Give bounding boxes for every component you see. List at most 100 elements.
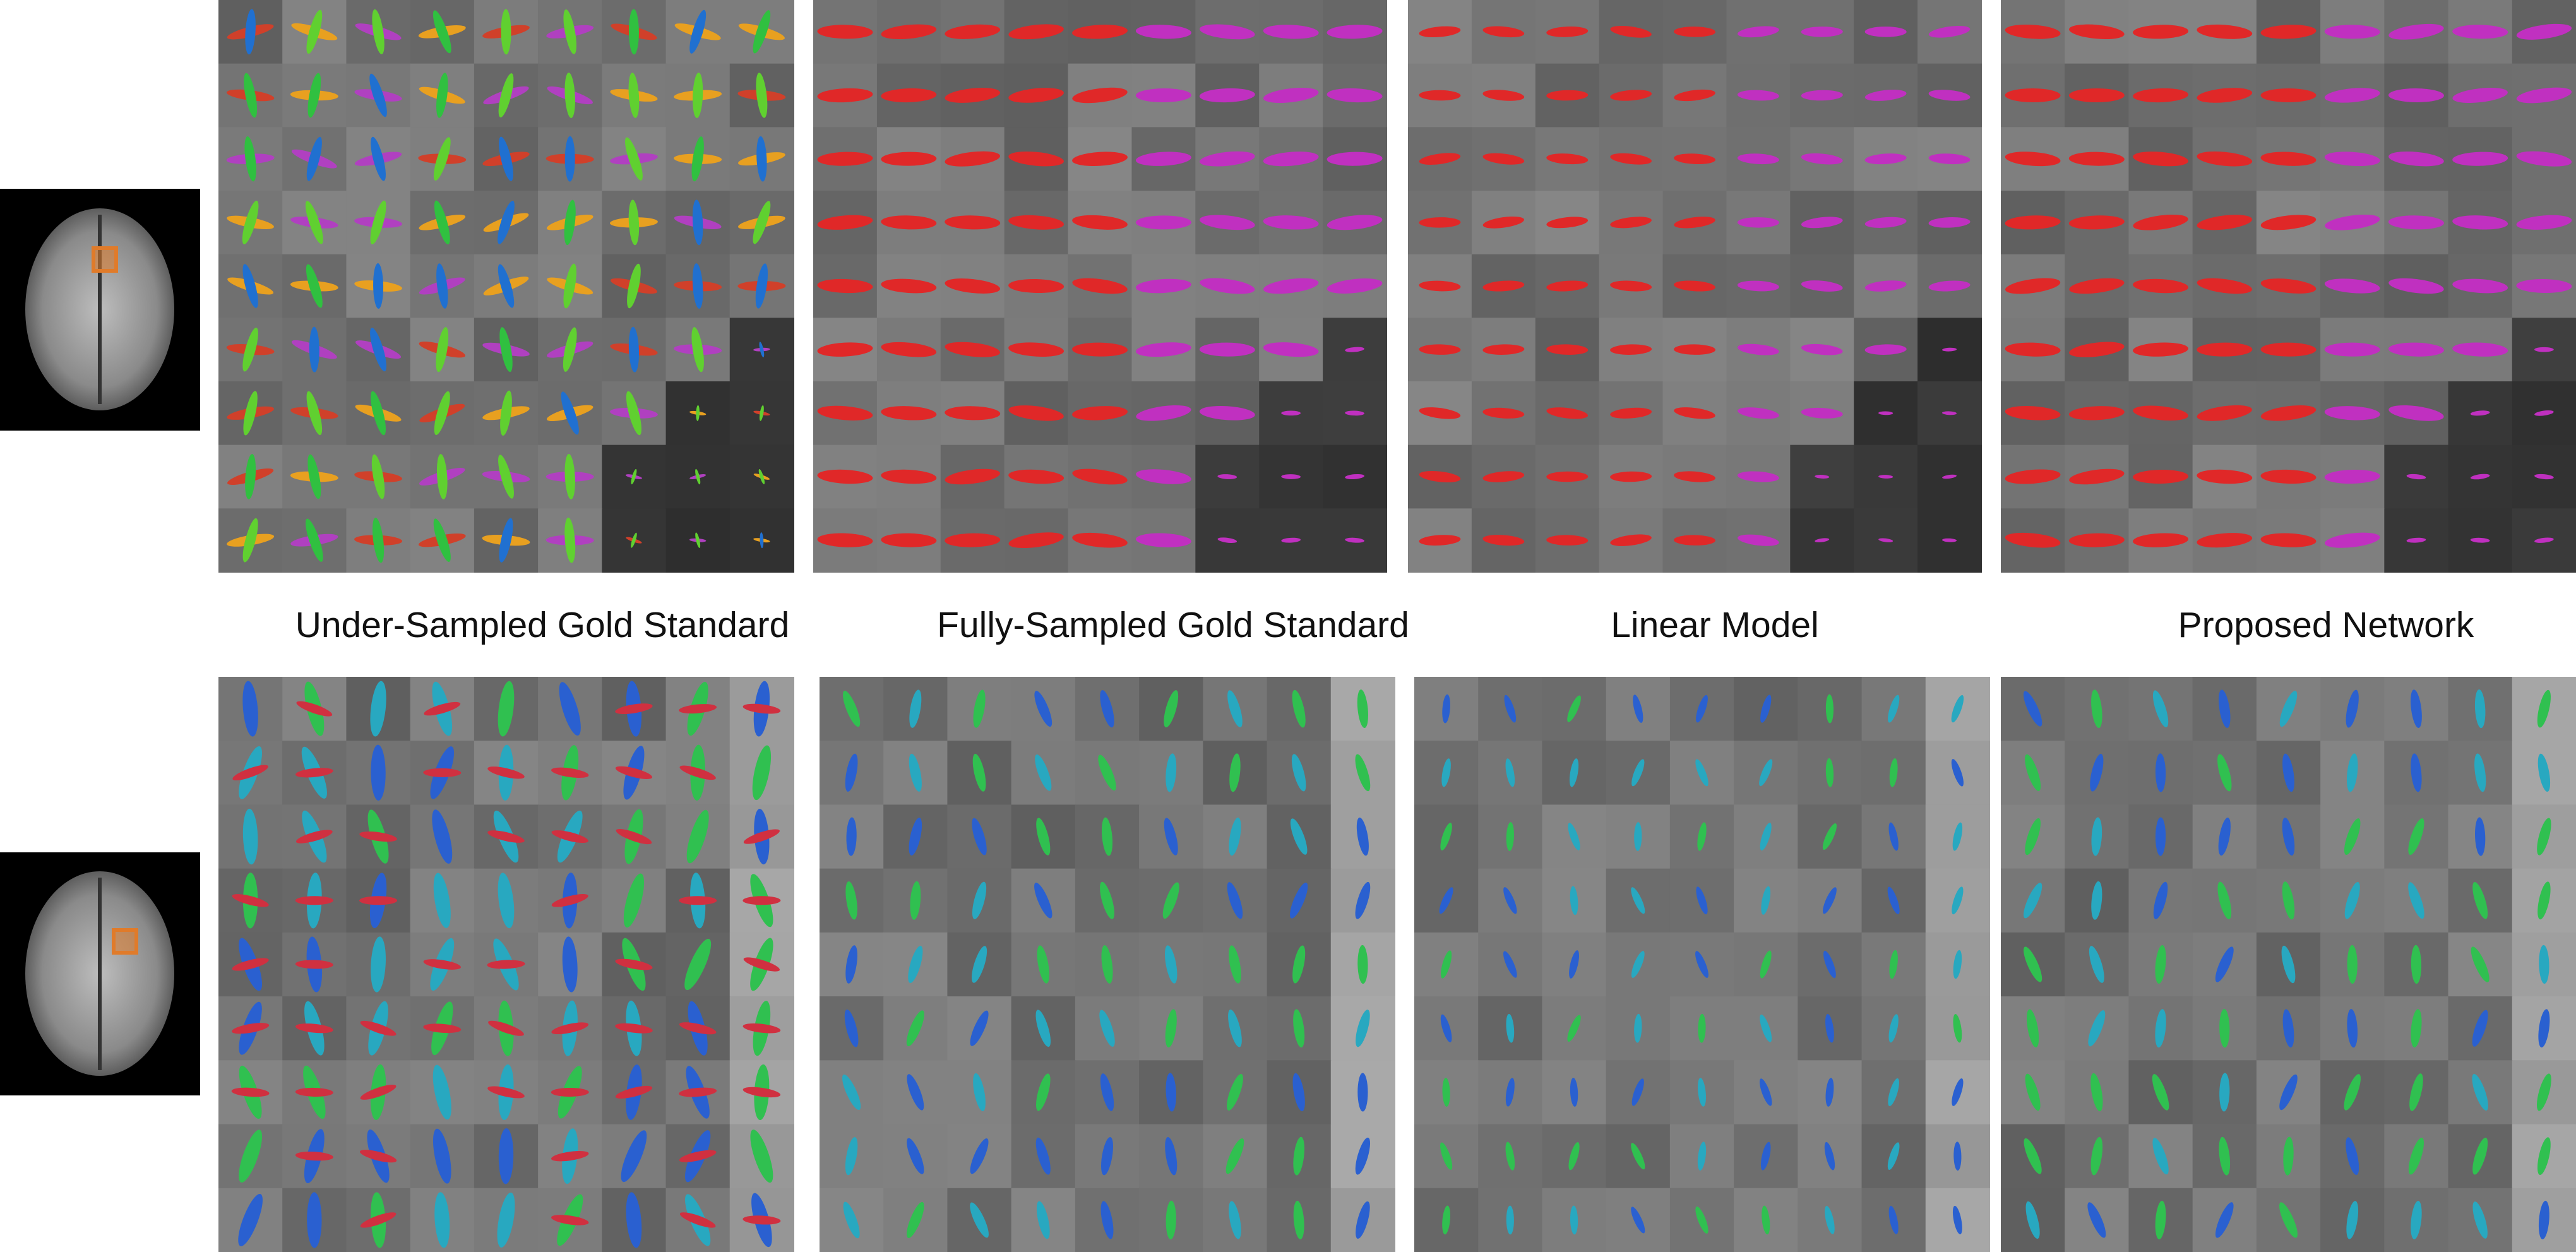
fod-lobe: [1263, 87, 1319, 104]
fod-lobe: [2069, 468, 2125, 485]
fod-lobe: [1546, 217, 1589, 229]
fod-lobe: [817, 533, 873, 547]
fod-lobe: [2472, 1137, 2488, 1175]
fod-lobe: [842, 691, 861, 727]
fod-lobe: [817, 88, 873, 103]
fod-lobe: [742, 1215, 781, 1225]
fod-lobe: [2408, 1137, 2424, 1175]
fod-lobe: [1442, 1078, 1450, 1107]
fod-lobe: [631, 532, 637, 548]
fod-lobe: [1825, 694, 1834, 724]
fod-lobe: [1878, 538, 1893, 542]
fod-lobe: [2005, 532, 2061, 548]
fod-lobe: [817, 278, 873, 294]
fod-lobe: [1887, 886, 1900, 915]
fod-lobe: [1761, 886, 1771, 915]
fod-lobe: [1008, 532, 1064, 549]
fod-lobe: [1229, 945, 1241, 984]
fod-lobe: [2005, 24, 2061, 39]
fod-lobe: [2324, 469, 2380, 484]
fod-lobe: [1356, 817, 1369, 856]
fod-lobe: [1568, 823, 1580, 850]
fod-lobe: [1698, 1013, 1706, 1043]
fod-lobe: [1759, 1078, 1772, 1106]
fod-lobe: [1951, 759, 1964, 787]
column-label: Proposed Network: [2178, 605, 2474, 645]
fod-lobe: [373, 263, 384, 309]
fod-lobe: [1482, 407, 1525, 419]
fod-lobe: [2218, 817, 2231, 856]
fod-lobe: [1098, 754, 1116, 791]
fod-lobe: [305, 518, 323, 562]
fod-lobe: [973, 689, 986, 728]
fod-lobe: [907, 1138, 924, 1174]
fod-lobe: [1200, 151, 1255, 167]
fod-lobe: [1953, 1014, 1962, 1043]
fod-lobe: [1610, 344, 1652, 355]
fod-lobe: [2388, 405, 2444, 421]
fod-lobe: [1355, 881, 1371, 919]
fod-lobe: [1228, 1009, 1242, 1047]
fod-lobe: [1263, 342, 1319, 357]
fod-lobe: [759, 342, 765, 357]
fod-lobe: [2452, 88, 2508, 103]
fod-lobe: [2091, 817, 2102, 856]
fod-lobe: [1162, 882, 1179, 919]
fod-lobe: [1887, 1142, 1900, 1170]
fod-lobe: [1135, 25, 1191, 39]
fod-lobe: [1610, 471, 1652, 482]
fod-lobe: [2155, 817, 2166, 856]
fod-lobe: [232, 958, 269, 971]
fod-lobe: [684, 938, 712, 991]
fod-lobe: [2219, 1073, 2230, 1112]
fod-lobe: [1760, 823, 1772, 851]
fod-lobe: [1227, 882, 1243, 919]
fod-lobe: [1674, 153, 1715, 165]
fod-lobe: [1263, 278, 1319, 294]
fod-lobe: [2197, 215, 2252, 230]
fod-lobe: [434, 391, 450, 436]
fod-lobe: [1503, 887, 1517, 914]
fod-lobe: [2411, 945, 2422, 984]
fod-lobe: [1506, 1013, 1515, 1043]
fod-lobe: [487, 1086, 525, 1099]
fod-lobe: [2025, 1073, 2041, 1111]
fod-lobe: [2197, 405, 2252, 421]
fod-lobe: [1546, 535, 1589, 546]
fod-lobe: [1610, 90, 1652, 101]
fod-lobe: [1737, 90, 1779, 101]
fod-lobe: [1419, 535, 1461, 546]
fod-lobe: [2152, 1138, 2169, 1175]
glyph-panel: [2001, 0, 2576, 573]
fod-lobe: [1697, 1142, 1707, 1171]
fod-lobe: [1888, 1078, 1899, 1106]
fod-lobe: [2069, 278, 2125, 294]
fod-lobe: [436, 263, 448, 309]
fod-lobe: [2516, 87, 2572, 104]
fod-lobe: [743, 957, 780, 972]
fod-lobe: [906, 1010, 924, 1047]
fod-lobe: [1823, 887, 1837, 914]
fod-lobe: [679, 704, 717, 714]
fod-lobe: [1801, 27, 1843, 37]
fod-lobe: [1825, 1078, 1834, 1107]
fod-lobe: [1072, 406, 1128, 420]
fod-lobe: [1569, 950, 1580, 979]
fod-lobe: [1674, 89, 1715, 102]
fod-lobe: [1504, 695, 1517, 723]
fod-lobe: [2005, 88, 2061, 103]
fod-lobe: [1889, 950, 1898, 979]
fod-lobe: [1355, 1137, 1371, 1175]
fod-lobe: [307, 454, 321, 499]
fod-lobe: [1801, 407, 1843, 419]
fod-lobe: [2068, 88, 2125, 103]
fod-lobe: [1135, 533, 1191, 547]
fod-lobe: [309, 326, 319, 373]
fod-lobe: [1101, 1136, 1113, 1176]
fod-lobe: [2516, 215, 2572, 230]
fod-lobe: [1008, 469, 1064, 484]
fod-lobe: [2005, 469, 2061, 484]
fod-lobe: [1355, 754, 1371, 792]
fod-lobe: [615, 1085, 653, 1099]
fod-lobe: [2090, 754, 2104, 792]
